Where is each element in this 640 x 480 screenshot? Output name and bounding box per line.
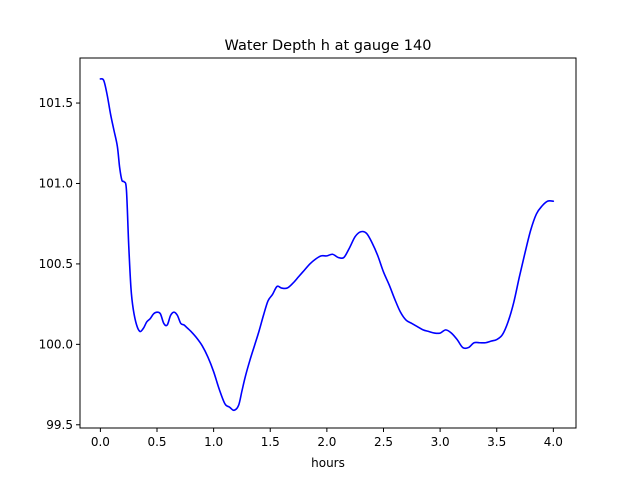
x-tick-label: 0.0 [91,435,110,449]
x-tick-label: 1.5 [261,435,280,449]
x-tick-label: 1.0 [204,435,223,449]
y-tick-label: 99.5 [46,418,73,432]
x-tick-label: 4.0 [544,435,563,449]
x-axis-ticks: 0.0 0.5 1.0 1.5 2.0 2.5 3.0 3.5 4.0 [91,428,563,449]
plot-frame [79,57,577,429]
x-tick-label: 0.5 [147,435,166,449]
y-tick-label: 100.0 [39,337,73,351]
x-axis-label: hours [311,456,345,470]
x-tick-label: 2.0 [317,435,336,449]
x-tick-label: 3.5 [487,435,506,449]
y-tick-label: 101.0 [39,176,73,190]
x-tick-label: 2.5 [374,435,393,449]
plot-area [80,58,576,428]
y-tick-label: 100.5 [39,257,73,271]
chart-title: Water Depth h at gauge 140 [225,38,432,54]
x-tick-label: 3.0 [431,435,450,449]
y-axis-ticks: 99.5 100.0 100.5 101.0 101.5 [39,96,80,432]
series-line [99,78,555,412]
series-layer [99,78,555,412]
y-tick-label: 101.5 [39,96,73,110]
